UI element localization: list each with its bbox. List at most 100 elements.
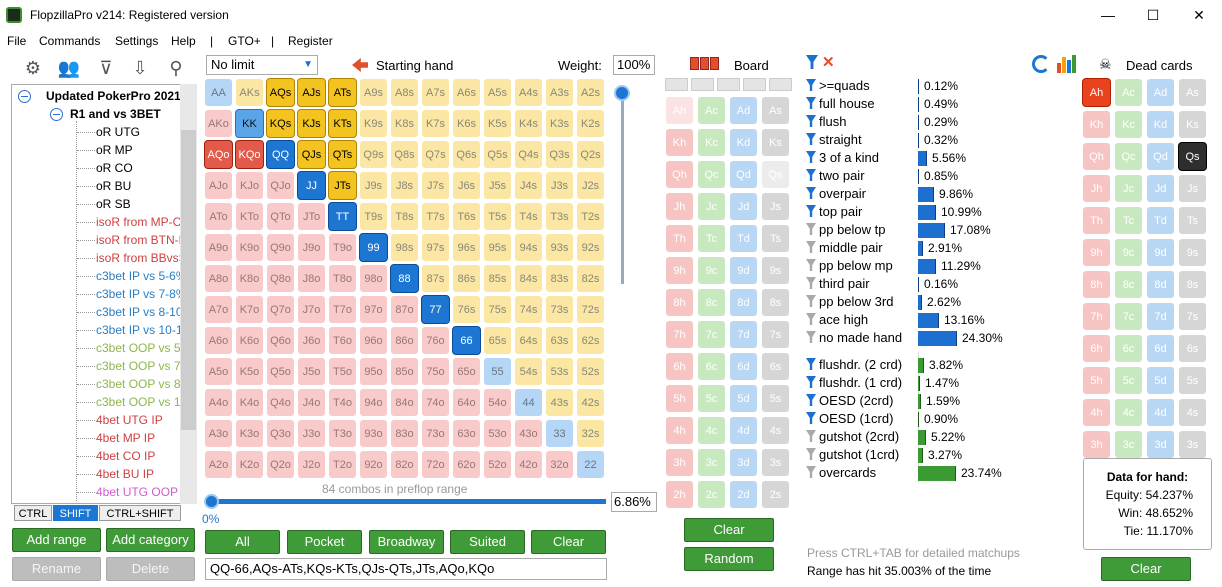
board-slot[interactable] [665,78,688,91]
tree-item[interactable]: 4bet BU IP [96,467,155,481]
board-card-Ah[interactable]: Ah [665,96,694,125]
board-card-Th[interactable]: Th [665,224,694,253]
stat-row[interactable]: full house [806,96,875,114]
hand-cell-T9o[interactable]: T9o [328,233,357,262]
board-card-Qd[interactable]: Qd [729,160,758,189]
hand-cell-33[interactable]: 33 [545,419,574,448]
hand-cell-63o[interactable]: 63o [452,419,481,448]
hand-cell-KQs[interactable]: KQs [266,109,295,138]
hand-cell-QTo[interactable]: QTo [266,202,295,231]
weight-slider-knob[interactable] [614,85,630,101]
dead-card-3c[interactable]: 3c [1114,430,1143,459]
bar-chart-icon[interactable] [1057,55,1077,73]
board-card-4c[interactable]: 4c [697,416,726,445]
board-card-2h[interactable]: 2h [665,480,694,509]
hand-cell-65s[interactable]: 65s [483,326,512,355]
hand-cell-KJo[interactable]: KJo [235,171,264,200]
dead-card-7s[interactable]: 7s [1178,302,1207,331]
filter-icon[interactable] [806,169,816,181]
tree-scroll-thumb[interactable] [181,130,196,430]
hand-cell-JTs[interactable]: JTs [328,171,357,200]
board-card-Qh[interactable]: Qh [665,160,694,189]
board-card-Td[interactable]: Td [729,224,758,253]
hand-cell-J6o[interactable]: J6o [297,326,326,355]
hand-cell-22[interactable]: 22 [576,450,605,479]
hand-cell-94s[interactable]: 94s [514,233,543,262]
board-card-5c[interactable]: 5c [697,384,726,413]
dead-card-4c[interactable]: 4c [1114,398,1143,427]
hand-cell-QTs[interactable]: QTs [328,140,357,169]
hand-cell-A6o[interactable]: A6o [204,326,233,355]
board-card-Qc[interactable]: Qc [697,160,726,189]
tree-group[interactable]: R1 and vs 3BET [70,107,161,121]
hand-cell-J5o[interactable]: J5o [297,357,326,386]
filter-icon[interactable] [806,313,816,325]
dead-card-Ac[interactable]: Ac [1114,78,1143,107]
dead-card-6c[interactable]: 6c [1114,334,1143,363]
dead-card-Qd[interactable]: Qd [1146,142,1175,171]
dead-card-Kc[interactable]: Kc [1114,110,1143,139]
hand-cell-77[interactable]: 77 [421,295,450,324]
hand-cell-KQo[interactable]: KQo [235,140,264,169]
hand-cell-62o[interactable]: 62o [452,450,481,479]
hand-cell-T5s[interactable]: T5s [483,202,512,231]
hand-cell-K7s[interactable]: K7s [421,109,450,138]
stat-row[interactable]: two pair [806,168,865,186]
hand-cell-Q2o[interactable]: Q2o [266,450,295,479]
stat-row[interactable]: pp below tp [806,222,886,240]
board-card-9s[interactable]: 9s [761,256,790,285]
board-card-4s[interactable]: 4s [761,416,790,445]
hand-cell-83s[interactable]: 83s [545,264,574,293]
hand-cell-87s[interactable]: 87s [421,264,450,293]
tree-item[interactable]: c3bet IP vs 10-15% [96,323,197,337]
filter-icon[interactable] [806,97,816,109]
dead-card-Qh[interactable]: Qh [1082,142,1111,171]
dead-card-8h[interactable]: 8h [1082,270,1111,299]
hand-cell-Q3o[interactable]: Q3o [266,419,295,448]
tree-item[interactable]: c3bet IP vs 8-10% [96,305,194,319]
hand-cell-75s[interactable]: 75s [483,295,512,324]
board-card-7s[interactable]: 7s [761,320,790,349]
board-card-Jh[interactable]: Jh [665,192,694,221]
board-card-Kd[interactable]: Kd [729,128,758,157]
filter-icon[interactable] [806,295,816,307]
dead-card-Ad[interactable]: Ad [1146,78,1175,107]
board-card-Qs[interactable]: Qs [761,160,790,189]
hand-cell-J6s[interactable]: J6s [452,171,481,200]
dead-card-5s[interactable]: 5s [1178,366,1207,395]
hand-cell-QQ[interactable]: QQ [266,140,295,169]
maximize-button[interactable]: ☐ [1146,7,1160,23]
hand-cell-J9o[interactable]: J9o [297,233,326,262]
minimize-button[interactable]: — [1101,7,1115,23]
dead-card-3h[interactable]: 3h [1082,430,1111,459]
dead-card-3d[interactable]: 3d [1146,430,1175,459]
hand-cell-97s[interactable]: 97s [421,233,450,262]
hand-cell-73s[interactable]: 73s [545,295,574,324]
stat-row[interactable]: >=quads [806,78,870,96]
ctrl-tab[interactable]: CTRL [14,505,52,521]
dead-card-Jh[interactable]: Jh [1082,174,1111,203]
ctrl-shift-tab[interactable]: CTRL+SHIFT [99,505,181,521]
menu-settings[interactable]: Settings [115,34,159,48]
hand-cell-Q7o[interactable]: Q7o [266,295,295,324]
filter-icon[interactable] [806,331,816,343]
stat-row[interactable]: third pair [806,276,870,294]
tree-item[interactable]: c3bet IP vs 7-8% [96,287,187,301]
menu-register[interactable]: Register [288,34,333,48]
hand-cell-KTs[interactable]: KTs [328,109,357,138]
dead-card-9c[interactable]: 9c [1114,238,1143,267]
filter-icon[interactable] [806,358,816,370]
stat-row[interactable]: flushdr. (2 crd) [806,357,902,375]
broadway-button[interactable]: Broadway [369,530,444,554]
hand-cell-T8o[interactable]: T8o [328,264,357,293]
hand-cell-A2s[interactable]: A2s [576,78,605,107]
hand-cell-54s[interactable]: 54s [514,357,543,386]
filter-icon[interactable] [806,223,816,235]
hand-cell-KK[interactable]: KK [235,109,264,138]
dead-card-8d[interactable]: 8d [1146,270,1175,299]
dead-card-Jc[interactable]: Jc [1114,174,1143,203]
hand-cell-T7o[interactable]: T7o [328,295,357,324]
stat-row[interactable]: pp below 3rd [806,294,893,312]
hand-cell-Q8o[interactable]: Q8o [266,264,295,293]
filter-icon[interactable] [806,133,816,145]
